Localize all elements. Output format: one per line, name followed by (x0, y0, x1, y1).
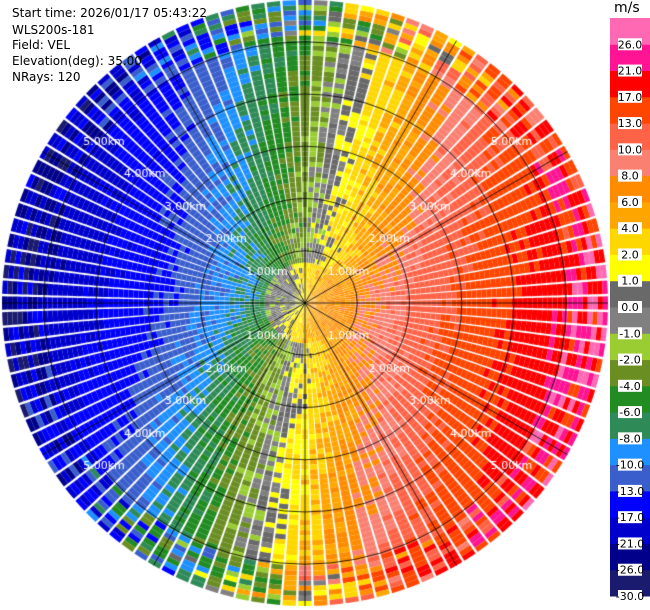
nrays: NRays: 120 (12, 70, 81, 84)
colorbar-tick-label: 2.0 (621, 248, 639, 261)
colorbar-tick-label: -10.0 (616, 459, 644, 472)
ppi-radar-plot (0, 0, 610, 610)
colorbar-tick-bg (618, 301, 642, 313)
colorbar-tick-label: 21.0 (618, 65, 643, 78)
colorbar-tick-bg (618, 590, 642, 602)
colorbar-tick-label: 8.0 (621, 170, 639, 183)
colorbar-tick-bg (618, 327, 642, 340)
colorbar-tick-label: -2.0 (619, 354, 640, 367)
colorbar-tick-bg (618, 143, 642, 156)
colorbar-tick-bg (618, 248, 642, 261)
colorbar-tick-bg (618, 563, 642, 576)
colorbar-tick-label: 13.0 (618, 117, 643, 130)
colorbar-tick-label: -8.0 (619, 432, 640, 445)
colorbar-tick-bg (618, 90, 642, 103)
colorbar-tick-bg (618, 406, 642, 419)
colorbar: -30.0 -26.0 -21.0 -17.0 -13.0 -10.0 -8.0 -6.0 -4… (610, 18, 650, 603)
colorbar-tick-label: -30.0 (616, 590, 644, 603)
colorbar-tick-label: -1.0 (619, 327, 640, 340)
colorbar-tick-label: 1.0 (621, 275, 639, 288)
station-name: WLS200s-181 (12, 23, 95, 37)
colorbar-tick-bg (618, 38, 642, 51)
colorbar-tick-bg (618, 379, 642, 392)
colorbar-tick-label: 4.0 (621, 222, 639, 235)
colorbar-tick-bg (618, 169, 642, 182)
colorbar-tick-bg (618, 64, 642, 77)
colorbar-tick-label: -26.0 (616, 564, 644, 577)
colorbar-tick-bg (618, 274, 642, 287)
colorbar-tick-bg (618, 117, 642, 130)
colorbar-tick-bg (618, 222, 642, 235)
colorbar-tick-label: 26.0 (618, 38, 643, 51)
colorbar-tick-label: 0.0 (621, 301, 639, 314)
colorbar-tick-bg (618, 484, 642, 497)
colorbar-tick-bg (618, 511, 642, 524)
field-name: Field: VEL (12, 38, 71, 52)
colorbar-tick-bg (618, 432, 642, 445)
start-time: Start time: 2026/01/17 05:43:22 (12, 6, 207, 20)
colorbar-tick-label: 17.0 (618, 91, 643, 104)
colorbar-tick-label: -17.0 (616, 511, 644, 524)
colorbar-tick-bg (618, 537, 642, 550)
colorbar-unit: m/s (614, 0, 640, 16)
colorbar-tick-label: -13.0 (616, 485, 644, 498)
elevation: Elevation(deg): 35.00 (12, 54, 142, 68)
colorbar-tick-label: -21.0 (616, 537, 644, 550)
colorbar-tick-bg (618, 458, 642, 471)
colorbar-tick-label: 6.0 (621, 196, 639, 209)
colorbar-tick-label: 10.0 (618, 143, 643, 156)
colorbar-tick-label: -4.0 (619, 380, 640, 393)
colorbar-tick-label: -6.0 (619, 406, 640, 419)
colorbar-tick-bg (618, 353, 642, 366)
colorbar-tick-bg (618, 195, 642, 208)
